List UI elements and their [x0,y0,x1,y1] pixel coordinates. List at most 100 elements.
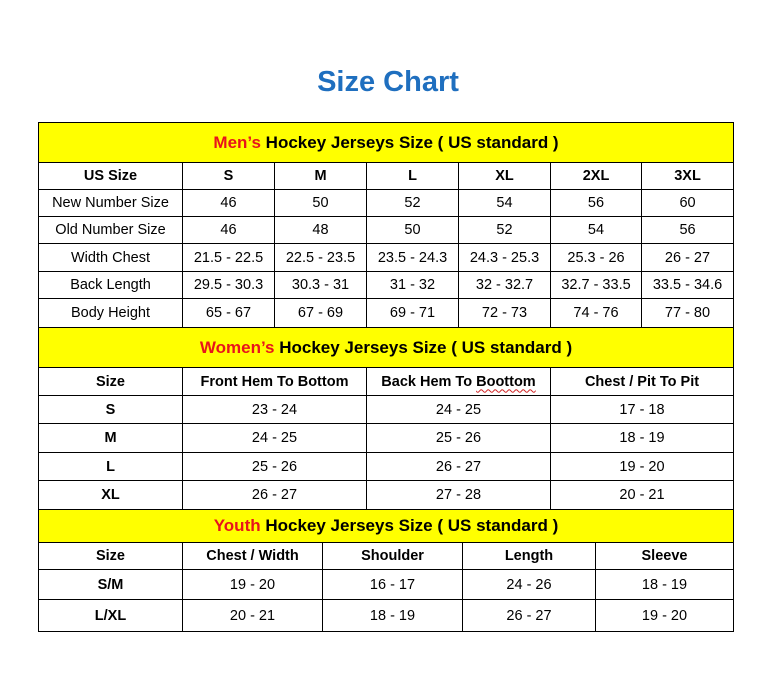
section-heading-text: Hockey Jerseys Size ( US standard ) [274,337,573,357]
row-label: S/M [38,569,183,600]
table-cell: 23.5 - 24.3 [366,243,459,272]
table-cell: 60 [640,189,735,217]
section-heading-accent: Men’s [213,132,261,152]
column-header: Shoulder [322,542,463,570]
column-header: Back Hem To Boottom [366,367,551,396]
table-cell: 20 - 21 [549,480,735,510]
table-cell: 20 - 21 [182,599,323,632]
column-header-text: Size [95,548,125,564]
spellcheck-word: Boottom [476,373,536,390]
column-header-text: 2XL [582,168,610,184]
table-cell: 18 - 19 [549,423,735,453]
table-cell: 24.3 - 25.3 [458,243,551,272]
section-heading-row: Youth Hockey Jerseys Size ( US standard … [38,509,734,543]
column-header-text: Sleeve [641,548,688,564]
table-cell: 19 - 20 [549,452,735,481]
mens-size-table: Men’s Hockey Jerseys Size ( US standard … [37,122,735,328]
row-label: Body Height [38,298,183,328]
table-cell: 23 - 24 [182,395,367,424]
section-heading: Women’s Hockey Jerseys Size ( US standar… [37,327,735,368]
table-cell: 17 - 18 [549,395,735,424]
table-cell: 46 [182,189,275,217]
table-row: Old Number Size 46 48 50 52 54 56 [38,216,735,244]
row-label: Width Chest [38,243,183,272]
section-heading-accent: Youth [213,516,261,535]
table-cell: 24 - 25 [182,423,367,453]
table-cell: 27 - 28 [366,480,551,510]
table-cell: 32.7 - 33.5 [550,271,642,299]
column-header: Length [462,542,596,570]
column-header: 3XL [640,162,735,190]
column-header-text: Chest / Pit To Pit [584,373,700,390]
table-cell: 52 [458,216,551,244]
column-header-text: Length [504,548,554,564]
table-cell: 25 - 26 [182,452,367,481]
table-row: S 23 - 24 24 - 25 17 - 18 [38,395,735,424]
section-heading-text: Hockey Jerseys Size ( US standard ) [260,516,559,535]
section-heading: Men’s Hockey Jerseys Size ( US standard … [37,122,735,163]
column-header: Front Hem To Bottom [182,367,367,396]
table-cell: 69 - 71 [366,298,459,328]
column-header: Chest / Width [182,542,323,570]
table-cell: 72 - 73 [458,298,551,328]
column-header: Sleeve [595,542,734,570]
table-cell: 21.5 - 22.5 [182,243,275,272]
row-label: XL [38,480,183,510]
table-cell: 26 - 27 [462,599,596,632]
header-row: Size Front Hem To Bottom Back Hem To Boott… [38,367,735,396]
table-cell: 19 - 20 [182,569,323,600]
table-cell: 31 - 32 [366,271,459,299]
column-header: M [274,162,367,190]
table-cell: 67 - 69 [274,298,367,328]
table-cell: 77 - 80 [640,298,735,328]
header-row: Size Chest / Width Shoulder Length Sleeve [38,542,734,570]
column-header-text: 3XL [674,168,701,184]
table-cell: 56 [550,189,642,217]
row-label: New Number Size [38,189,183,217]
table-cell: 30.3 - 31 [274,271,367,299]
section-heading-row: Men’s Hockey Jerseys Size ( US standard … [37,122,735,163]
column-header: US Size [38,162,183,190]
table-cell: 65 - 67 [182,298,275,328]
column-header-text: Shoulder [361,548,424,564]
column-header-text: XL [495,168,514,184]
column-header: L [366,162,459,190]
column-header-text: Back Hem To Boottom [381,373,536,390]
table-cell: 56 [640,216,735,244]
table-row: L 25 - 26 26 - 27 19 - 20 [38,452,735,481]
section-heading-text: Hockey Jerseys Size ( US standard ) [260,132,559,152]
header-row: US Size S M L XL 2XL 3XL [38,162,735,190]
table-cell: 50 [274,189,367,217]
table-cell: 74 - 76 [550,298,642,328]
column-header-text: S [223,168,234,184]
table-cell: 25.3 - 26 [550,243,642,272]
table-cell: 18 - 19 [595,569,734,600]
column-header-text: M [314,168,327,184]
table-row: Back Length 29.5 - 30.3 30.3 - 31 31 - 32 32… [38,271,735,299]
table-cell: 25 - 26 [366,423,551,453]
section-heading-accent: Women’s [199,337,275,357]
column-header: XL [458,162,551,190]
column-header: Size [38,542,183,570]
table-cell: 22.5 - 23.5 [274,243,367,272]
row-label: Old Number Size [38,216,183,244]
table-cell: 46 [182,216,275,244]
page-title: Size Chart [317,66,459,98]
column-header: Size [38,367,183,396]
row-label: L/XL [38,599,183,632]
table-row: M 24 - 25 25 - 26 18 - 19 [38,423,735,453]
table-cell: 24 - 25 [366,395,551,424]
row-label: M [38,423,183,453]
table-cell: 54 [550,216,642,244]
table-cell: 18 - 19 [322,599,463,632]
table-row: L/XL 20 - 21 18 - 19 26 - 27 19 - 20 [38,599,734,632]
column-header-text: Chest / Width [206,548,299,564]
table-cell: 26 - 27 [182,480,367,510]
womens-size-table: Women’s Hockey Jerseys Size ( US standar… [37,327,735,510]
table-row: S/M 19 - 20 16 - 17 24 - 26 18 - 19 [38,569,734,600]
table-cell: 52 [366,189,459,217]
column-header-text: Front Hem To Bottom [200,373,349,390]
table-row: Width Chest 21.5 - 22.5 22.5 - 23.5 23.5 - … [38,243,735,272]
column-header: Chest / Pit To Pit [549,367,735,396]
table-row: XL 26 - 27 27 - 28 20 - 21 [38,480,735,510]
